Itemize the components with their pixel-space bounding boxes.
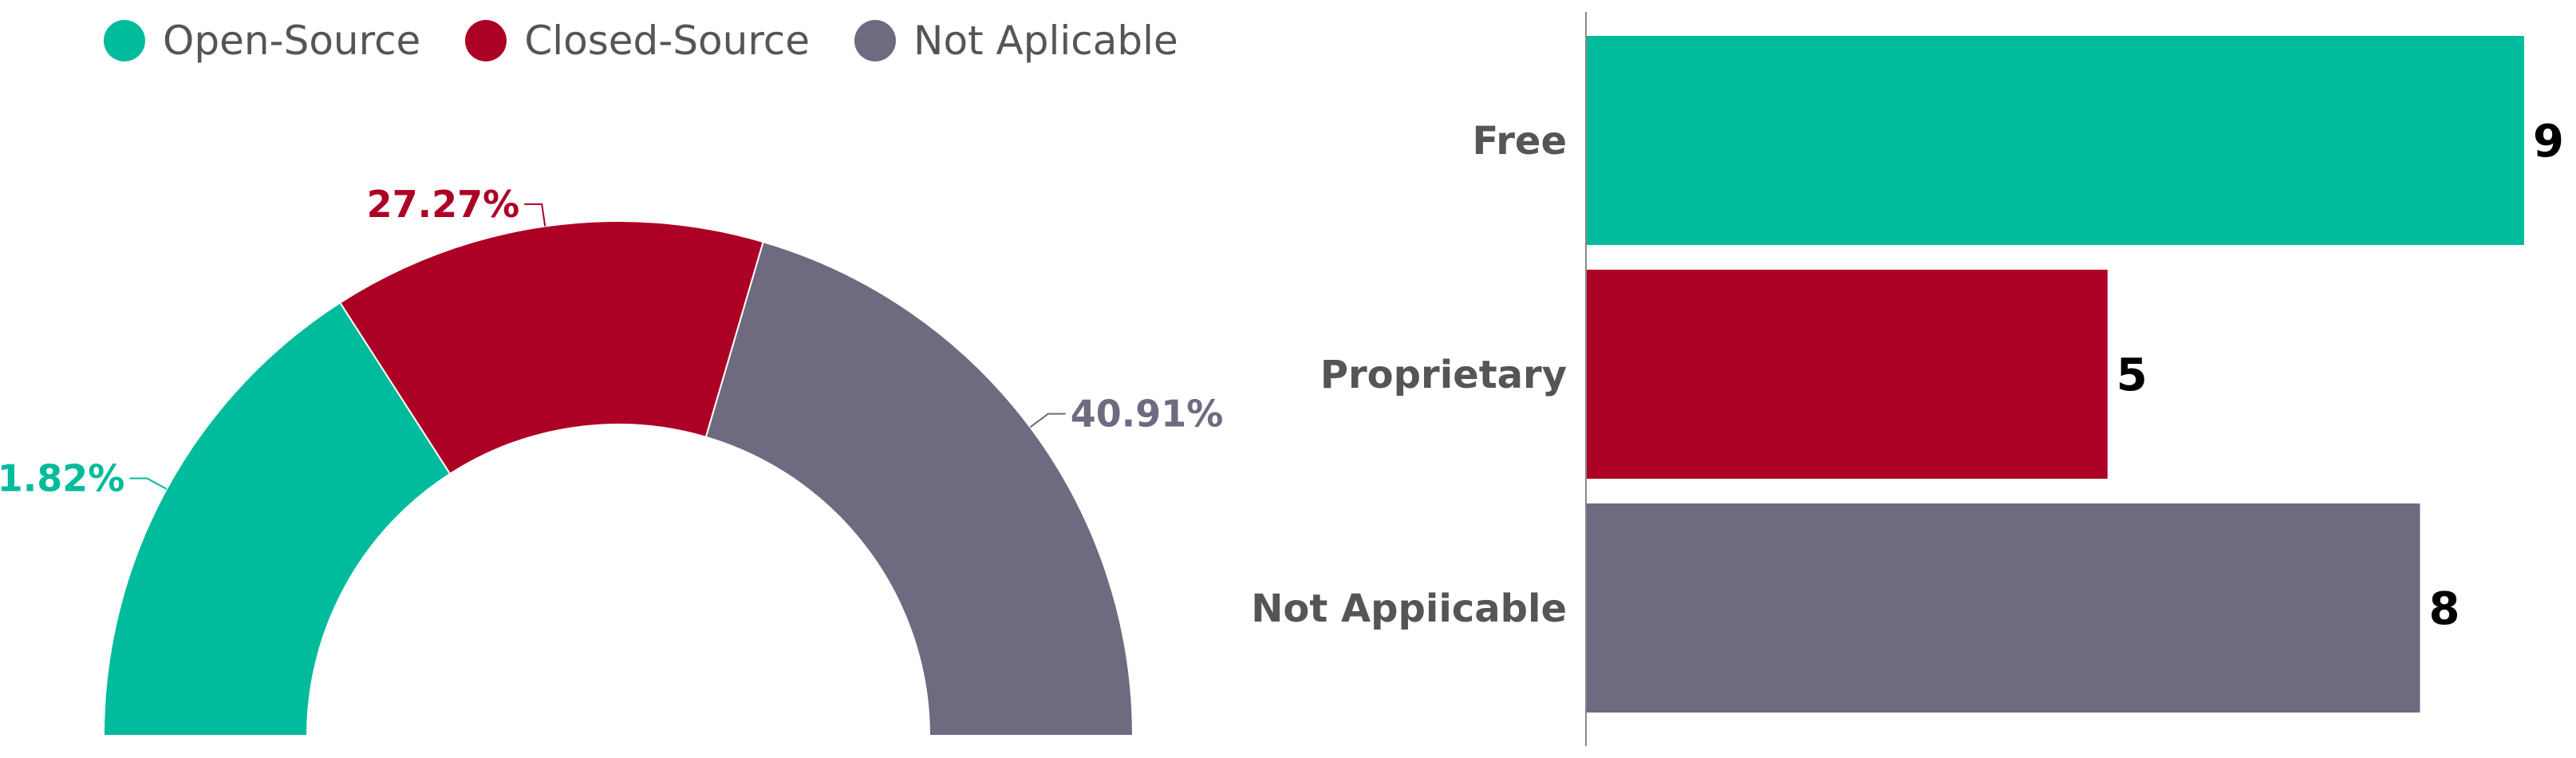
legend-item-closed-source[interactable]: Closed-Source [465, 18, 810, 64]
donut-slice-not-aplicable[interactable] [704, 240, 1134, 736]
bar-free[interactable] [1587, 36, 2524, 245]
legend-swatch-not-aplicable [854, 20, 897, 61]
legend-label-not-aplicable: Not Aplicable [913, 18, 1178, 64]
bar-proprietary[interactable] [1587, 270, 2108, 479]
bar-not-appiicable[interactable] [1587, 503, 2420, 713]
donut-label-open-source: 31.82% [0, 456, 124, 499]
category-label-not-appiicable: Not Appiicable [1251, 586, 1567, 631]
donut-legend: Open-Source Closed-Source Not Aplicable [104, 18, 1223, 64]
donut-label-not-aplicable: 40.91% [1071, 393, 1224, 436]
semi-donut-plot: 31.82% 27.27% 40.91% [0, 183, 1224, 736]
horizontal-bar-chart: Free 9 Proprietary 5 Not Appiicable 8 [1245, 0, 2576, 758]
value-label-not-appiicable: 8 [2428, 583, 2460, 635]
bar-plot: Free 9 Proprietary 5 Not Appiicable 8 [1251, 12, 2564, 746]
legend-label-closed-source: Closed-Source [524, 18, 811, 64]
donut-slice-closed-source[interactable] [338, 220, 764, 476]
legend-swatch-open-source [104, 20, 145, 61]
donut-leader-line [129, 477, 168, 490]
legend-label-open-source: Open-Source [163, 18, 421, 64]
value-label-free: 9 [2533, 116, 2564, 168]
category-label-proprietary: Proprietary [1320, 353, 1567, 397]
value-label-proprietary: 5 [2116, 349, 2148, 401]
category-label-free: Free [1473, 119, 1568, 164]
donut-leader-line [1029, 413, 1066, 428]
donut-slice-open-source[interactable] [102, 301, 452, 736]
legend-item-not-aplicable[interactable]: Not Aplicable [854, 18, 1178, 64]
legend-swatch-closed-source [465, 20, 507, 61]
donut-label-closed-source: 27.27% [367, 183, 520, 226]
donut-leader-line [524, 203, 546, 227]
semi-donut-chart: Open-Source Closed-Source Not Aplicable … [0, 0, 1245, 758]
legend-item-open-source[interactable]: Open-Source [104, 18, 420, 64]
